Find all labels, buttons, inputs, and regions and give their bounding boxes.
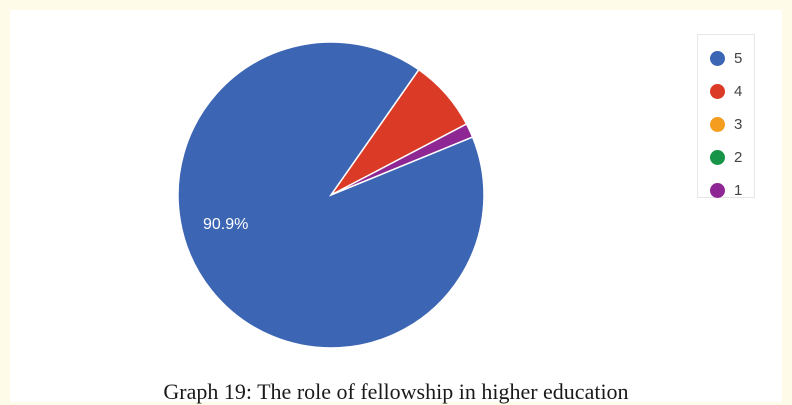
pie-slice-label-5: 90.9% <box>203 216 248 233</box>
legend-label-2: 2 <box>734 149 743 166</box>
legend-swatch-1 <box>710 183 725 198</box>
legend-label-1: 1 <box>734 182 743 199</box>
chart-legend: 5 4 3 2 1 <box>697 34 755 199</box>
legend-swatch-4 <box>710 84 725 99</box>
legend-item-5: 5 <box>698 42 754 75</box>
figure-caption: Graph 19: The role of fellowship in high… <box>163 379 629 404</box>
legend-swatch-3 <box>710 117 725 132</box>
legend-swatch-5 <box>710 51 725 66</box>
legend-item-4: 4 <box>698 75 754 108</box>
legend-label-4: 4 <box>734 83 743 100</box>
legend-item-1: 1 <box>698 174 754 207</box>
legend-item-3: 3 <box>698 108 754 141</box>
legend-swatch-2 <box>710 150 725 165</box>
legend-label-3: 3 <box>734 116 743 133</box>
pie-slice-5 <box>177 41 485 349</box>
legend-label-5: 5 <box>734 50 743 67</box>
legend-item-2: 2 <box>698 141 754 174</box>
